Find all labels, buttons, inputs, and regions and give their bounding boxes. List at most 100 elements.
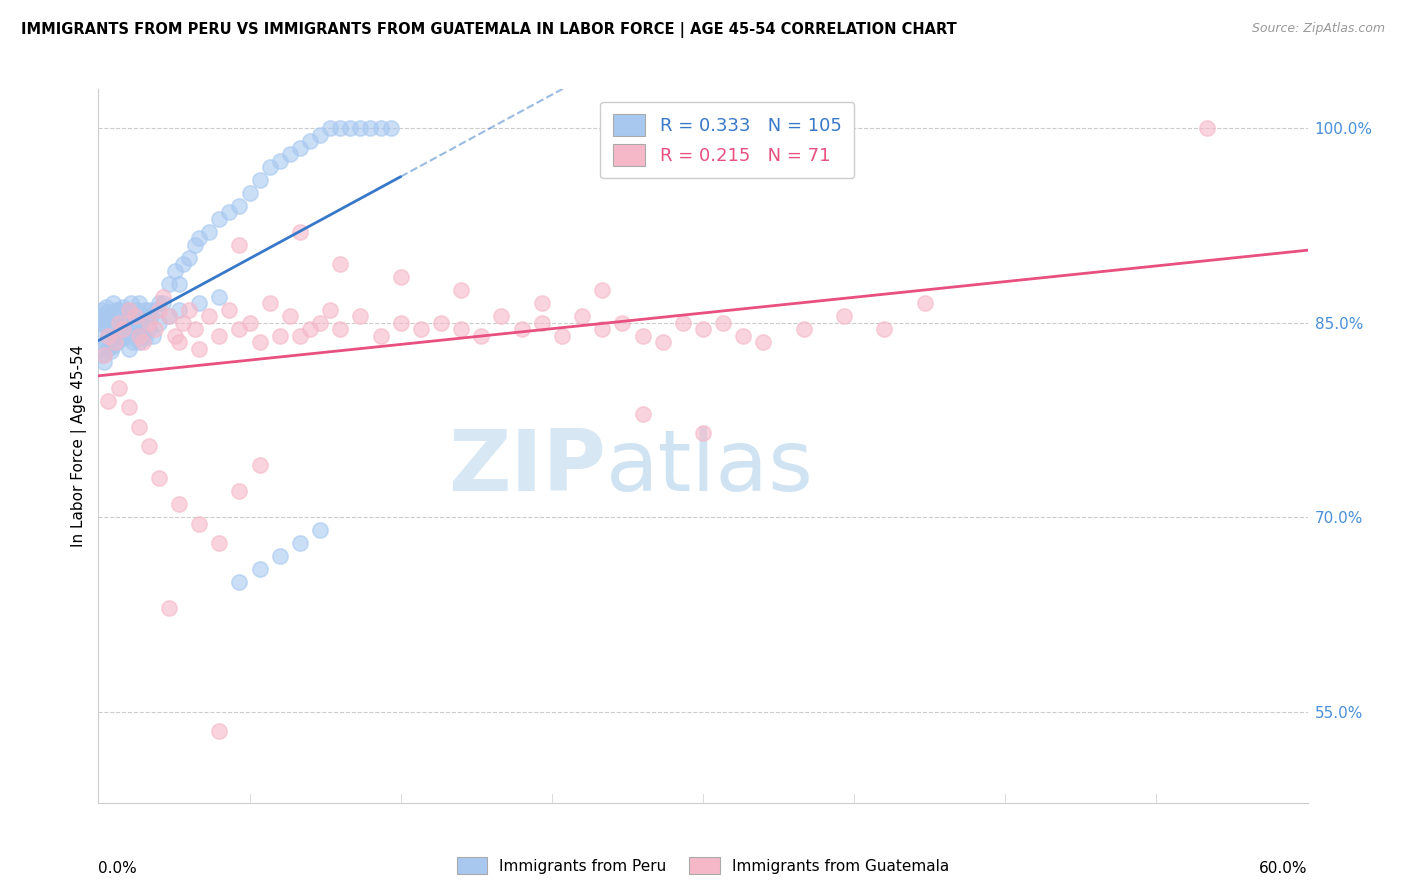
Point — [114, 326, 136, 340]
Point — [135, 310, 157, 324]
Point — [97, 393, 120, 408]
Point — [129, 322, 152, 336]
Point — [631, 328, 654, 343]
Point — [571, 310, 593, 324]
Point — [319, 302, 342, 317]
Point — [269, 549, 291, 564]
Point — [249, 173, 271, 187]
Point — [319, 121, 342, 136]
Point — [450, 322, 472, 336]
Point — [114, 310, 136, 324]
Point — [309, 128, 332, 142]
Point — [139, 310, 162, 324]
Point — [299, 134, 322, 148]
Point — [110, 322, 132, 336]
Point — [93, 348, 115, 362]
Text: atlas: atlas — [606, 425, 814, 509]
Point — [1195, 121, 1218, 136]
Point — [179, 302, 201, 317]
Point — [104, 302, 127, 317]
Point — [591, 283, 613, 297]
Point — [89, 342, 111, 356]
Point — [112, 316, 135, 330]
Point — [329, 257, 352, 271]
Point — [97, 342, 120, 356]
Point — [380, 121, 402, 136]
Point — [124, 310, 146, 324]
Point — [711, 316, 734, 330]
Point — [167, 302, 190, 317]
Text: Source: ZipAtlas.com: Source: ZipAtlas.com — [1251, 22, 1385, 36]
Point — [259, 160, 281, 174]
Point — [299, 322, 322, 336]
Text: IMMIGRANTS FROM PERU VS IMMIGRANTS FROM GUATEMALA IN LABOR FORCE | AGE 45-54 COR: IMMIGRANTS FROM PERU VS IMMIGRANTS FROM … — [21, 22, 957, 38]
Point — [631, 407, 654, 421]
Point — [278, 147, 301, 161]
Point — [93, 354, 115, 368]
Point — [138, 322, 160, 336]
Point — [163, 328, 186, 343]
Point — [120, 296, 142, 310]
Point — [218, 302, 240, 317]
Point — [288, 328, 311, 343]
Point — [96, 335, 118, 350]
Point — [138, 302, 160, 317]
Point — [91, 302, 114, 317]
Point — [107, 316, 129, 330]
Point — [873, 322, 896, 336]
Point — [118, 316, 141, 330]
Point — [117, 326, 139, 340]
Point — [97, 328, 120, 343]
Point — [184, 238, 207, 252]
Point — [470, 328, 492, 343]
Point — [101, 339, 124, 353]
Point — [132, 310, 155, 324]
Point — [198, 225, 221, 239]
Point — [138, 316, 160, 330]
Point — [167, 335, 190, 350]
Point — [93, 310, 115, 324]
Point — [91, 348, 114, 362]
Point — [100, 316, 122, 330]
Point — [96, 305, 118, 319]
Point — [94, 313, 117, 327]
Point — [752, 335, 775, 350]
Point — [134, 302, 156, 317]
Point — [329, 322, 352, 336]
Point — [134, 331, 156, 345]
Point — [120, 328, 142, 343]
Point — [208, 290, 231, 304]
Point — [269, 153, 291, 168]
Point — [349, 310, 371, 324]
Point — [179, 251, 201, 265]
Point — [121, 310, 143, 324]
Point — [152, 296, 174, 310]
Point — [733, 328, 755, 343]
Point — [115, 322, 138, 336]
Point — [228, 575, 250, 590]
Point — [129, 316, 152, 330]
Point — [208, 724, 231, 739]
Point — [278, 310, 301, 324]
Point — [118, 400, 141, 414]
Point — [208, 211, 231, 226]
Point — [612, 316, 634, 330]
Point — [309, 316, 332, 330]
Text: 0.0%: 0.0% — [98, 861, 138, 876]
Point — [96, 300, 118, 314]
Point — [100, 322, 122, 336]
Point — [103, 335, 125, 350]
Point — [157, 601, 180, 615]
Point — [118, 302, 141, 317]
Point — [672, 316, 695, 330]
Point — [239, 186, 262, 200]
Point — [105, 335, 128, 350]
Point — [132, 335, 155, 350]
Point — [288, 536, 311, 550]
Point — [157, 310, 180, 324]
Point — [103, 328, 125, 343]
Point — [288, 225, 311, 239]
Point — [172, 316, 194, 330]
Point — [409, 322, 432, 336]
Point — [103, 316, 125, 330]
